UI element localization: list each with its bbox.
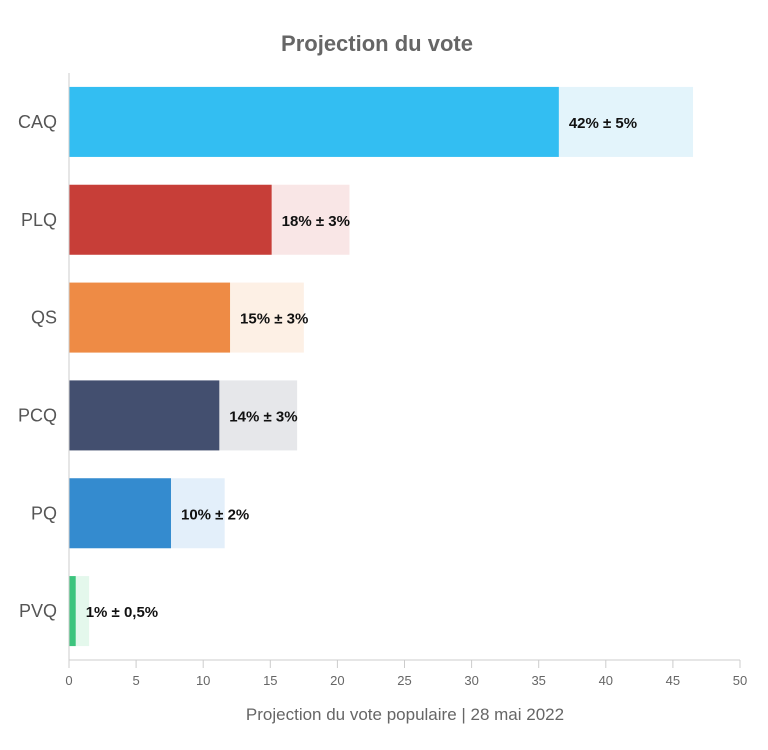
bar-caq: [69, 86, 559, 157]
data-label-plq: 18% ± 3%: [282, 213, 350, 230]
x-tick-label-10: 10: [196, 673, 210, 688]
x-tick-label-15: 15: [263, 673, 277, 688]
x-tick-label-35: 35: [531, 673, 545, 688]
x-tick-label-20: 20: [330, 673, 344, 688]
x-tick-label-50: 50: [733, 673, 747, 688]
x-tick-label-45: 45: [666, 673, 680, 688]
chart-title: Projection du vote: [281, 31, 473, 56]
x-tick-label-30: 30: [464, 673, 478, 688]
x-tick-label-0: 0: [65, 673, 72, 688]
x-tick-label-25: 25: [397, 673, 411, 688]
bar-pvq: [69, 576, 76, 647]
bars-layer: [69, 86, 694, 647]
x-axis: 0 5 10 15 20 25 30 35 40 45 50: [65, 73, 747, 688]
data-label-pcq: 14% ± 3%: [229, 408, 297, 425]
bar-qs: [69, 282, 231, 353]
category-label-qs: QS: [31, 308, 57, 328]
x-tick-label-40: 40: [599, 673, 613, 688]
category-label-plq: PLQ: [21, 210, 57, 230]
bar-pcq: [69, 380, 220, 451]
labels-layer: CAQ 42% ± 5% PLQ 18% ± 3% QS 15% ± 3% PCQ 14% ±…: [18, 112, 637, 621]
category-label-pcq: PCQ: [18, 405, 57, 425]
bar-pq: [69, 478, 171, 549]
category-label-pq: PQ: [31, 503, 57, 523]
x-tick-label-5: 5: [132, 673, 139, 688]
data-label-qs: 15% ± 3%: [240, 311, 308, 328]
bar-plq: [69, 184, 272, 255]
data-label-pq: 10% ± 2%: [181, 506, 249, 523]
x-axis-title: Projection du vote populaire | 28 mai 20…: [246, 705, 564, 724]
data-label-pvq: 1% ± 0,5%: [86, 604, 158, 621]
data-label-caq: 42% ± 5%: [569, 115, 637, 132]
category-label-pvq: PVQ: [19, 601, 57, 621]
category-label-caq: CAQ: [18, 112, 57, 132]
